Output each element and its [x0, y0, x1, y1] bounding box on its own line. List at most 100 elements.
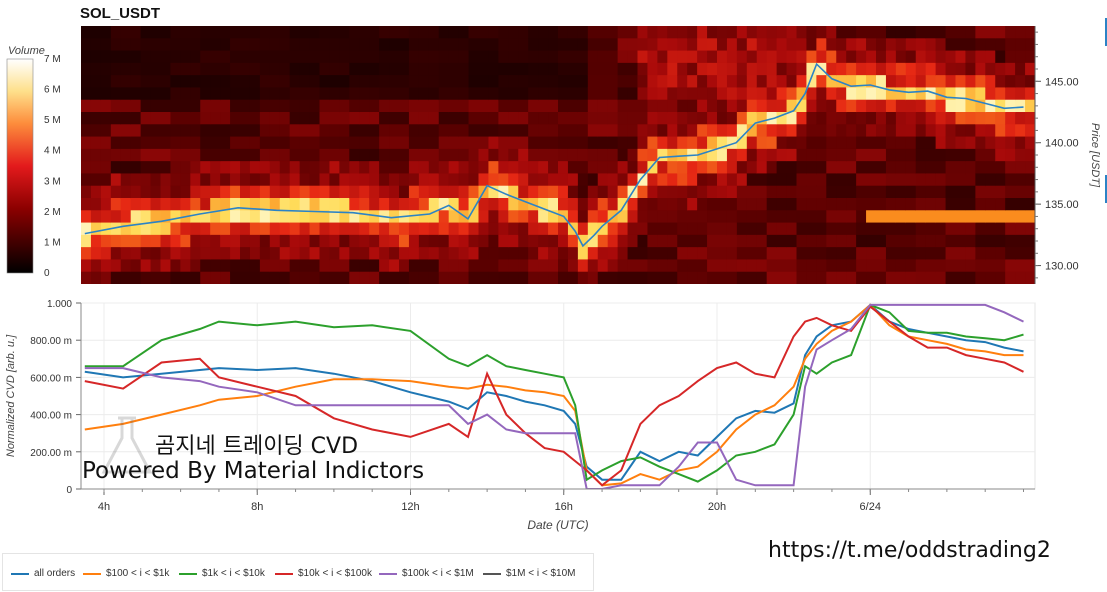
heatmap-cell [359, 210, 370, 224]
legend-item[interactable]: $1M < i < $10M [483, 568, 575, 579]
heatmap-cell [617, 136, 629, 150]
heatmap-cell [289, 62, 301, 76]
heatmap-cell [110, 136, 122, 150]
legend-item[interactable]: $100 < i < $1k [83, 568, 169, 579]
heatmap-cell [587, 259, 599, 273]
heatmap-cell [677, 112, 688, 125]
heatmap-cell [190, 148, 201, 162]
heatmap-cell [558, 271, 569, 284]
heatmap-cell [379, 99, 390, 113]
heatmap-cell [428, 112, 440, 125]
legend-item[interactable]: $10k < i < $100k [275, 568, 372, 579]
heatmap-cell [210, 247, 221, 261]
heatmap-cell [100, 136, 112, 150]
heatmap-cell [538, 198, 549, 211]
heatmap-cell [240, 62, 251, 76]
heatmap-cell [150, 124, 162, 138]
heatmap-cell [289, 112, 301, 125]
heatmap-cell [995, 26, 1006, 39]
heatmap-cell [587, 38, 599, 52]
heatmap-cell [567, 210, 579, 224]
heatmap-cell [448, 99, 460, 113]
heatmap-cell [796, 87, 808, 101]
heatmap-cell [597, 124, 609, 138]
heatmap-cell [607, 26, 619, 39]
heatmap-cell [448, 136, 460, 150]
cvd-series-line [84, 303, 1024, 483]
heatmap-cell [736, 161, 748, 175]
heatmap-cell [210, 62, 221, 76]
cvd-series-line [84, 303, 1024, 489]
heatmap-cell [895, 271, 907, 284]
cvd-x-ticks: 4h 8h 12h 16h 20h 6/24 [98, 489, 1025, 513]
heatmap-cell [438, 50, 450, 64]
legend-item[interactable]: all orders [11, 568, 75, 579]
heatmap-cell [1005, 234, 1016, 248]
heatmap-cell [726, 26, 738, 39]
heatmap-cell [766, 38, 778, 52]
heatmap-cell [915, 222, 927, 236]
heatmap-cell [846, 271, 857, 284]
heatmap-cell [140, 210, 152, 224]
heatmap-cell [657, 173, 668, 187]
heatmap-cell [885, 210, 897, 224]
heatmap-cell [329, 247, 340, 261]
heatmap-cell [885, 50, 897, 64]
cvd-y-axis-label: Normalized CVD [arb. u.] [5, 334, 17, 457]
heatmap-cell [577, 259, 589, 273]
heatmap-cell [369, 124, 380, 138]
heatmap-cell [726, 271, 738, 284]
heatmap-cell [200, 136, 211, 150]
heatmap-cell [985, 198, 996, 211]
heatmap-cell [637, 87, 649, 101]
heatmap-cell [607, 38, 619, 52]
heatmap-cell [180, 259, 191, 273]
heatmap-cell [478, 259, 490, 273]
heatmap-cell [289, 247, 301, 261]
heatmap-cell [647, 124, 658, 138]
heatmap-cell [110, 87, 122, 101]
heatmap-cell [776, 161, 788, 175]
legend-item[interactable]: $1k < i < $10k [179, 568, 265, 579]
heatmap-cell [836, 210, 847, 224]
heatmap-cell [508, 99, 519, 113]
telegram-link[interactable]: https://t.me/oddstrading2 [768, 538, 1051, 563]
heatmap-cell [408, 210, 420, 224]
heatmap-cell [925, 26, 937, 39]
heatmap-cell [1015, 75, 1026, 89]
heatmap-cell [866, 38, 877, 52]
heatmap-cell [637, 173, 649, 187]
heatmap-cell [995, 259, 1006, 273]
heatmap-cell [975, 62, 986, 76]
heatmap-cell [200, 62, 211, 76]
heatmap-cell [428, 247, 440, 261]
heatmap-cell [548, 50, 559, 64]
heatmap-cell [249, 247, 261, 261]
heatmap-cell [1025, 87, 1035, 101]
heatmap-cell [458, 198, 470, 211]
heatmap-cell [826, 38, 837, 52]
heatmap-cell [667, 173, 678, 187]
heatmap-cell [289, 234, 301, 248]
legend-item[interactable]: $100k < i < $1M [379, 568, 474, 579]
heatmap-cell [707, 185, 718, 199]
heatmap-cell [836, 38, 847, 52]
heatmap-cell [438, 26, 450, 39]
heatmap-cell [220, 99, 231, 113]
heatmap-cell [259, 112, 271, 125]
heatmap-cell [885, 247, 897, 261]
heatmap-cell [895, 26, 907, 39]
heatmap-cell [379, 38, 390, 52]
heatmap-cell [607, 50, 619, 64]
heatmap-cell [617, 148, 629, 162]
cvd-y-tick-label: 0 [66, 485, 72, 496]
side-marker-bottom [1105, 175, 1107, 203]
heatmap-cell [418, 210, 430, 224]
heatmap-cell [607, 99, 619, 113]
heatmap-cell [567, 173, 579, 187]
heatmap-cell [677, 185, 688, 199]
heatmap-cell [637, 198, 649, 211]
heatmap-cell [220, 161, 231, 175]
heatmap-cell [458, 136, 470, 150]
